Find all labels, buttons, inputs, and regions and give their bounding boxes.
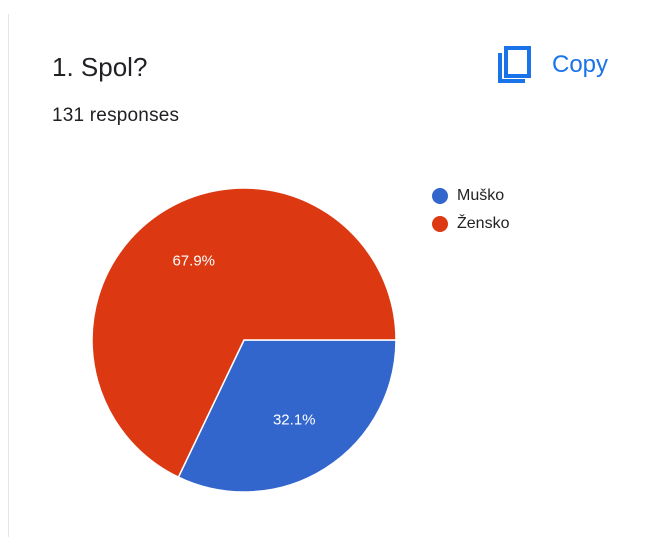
card-left-border (8, 14, 9, 537)
copy-button[interactable]: Copy (498, 45, 608, 85)
pie-slice-1[interactable] (91, 187, 397, 479)
responses-count: 131 responses (52, 105, 180, 126)
copy-icon (498, 46, 531, 83)
legend-label-1: Žensko (457, 215, 510, 232)
pie-slice-0[interactable] (177, 339, 397, 493)
question-title: 1. Spol? (52, 52, 148, 82)
legend-label-0: Muško (457, 187, 505, 204)
pie-slice-label-1: 67.9% (172, 252, 215, 269)
copy-label: Copy (552, 51, 609, 78)
legend-item-1[interactable]: Žensko (432, 212, 509, 236)
pie-slice-label-0: 32.1% (273, 412, 316, 429)
legend-item-0[interactable]: Muško (432, 184, 509, 208)
legend-swatch-1 (432, 216, 448, 232)
legend-swatch-0 (432, 188, 448, 204)
chart-legend: Muško Žensko (432, 184, 509, 240)
